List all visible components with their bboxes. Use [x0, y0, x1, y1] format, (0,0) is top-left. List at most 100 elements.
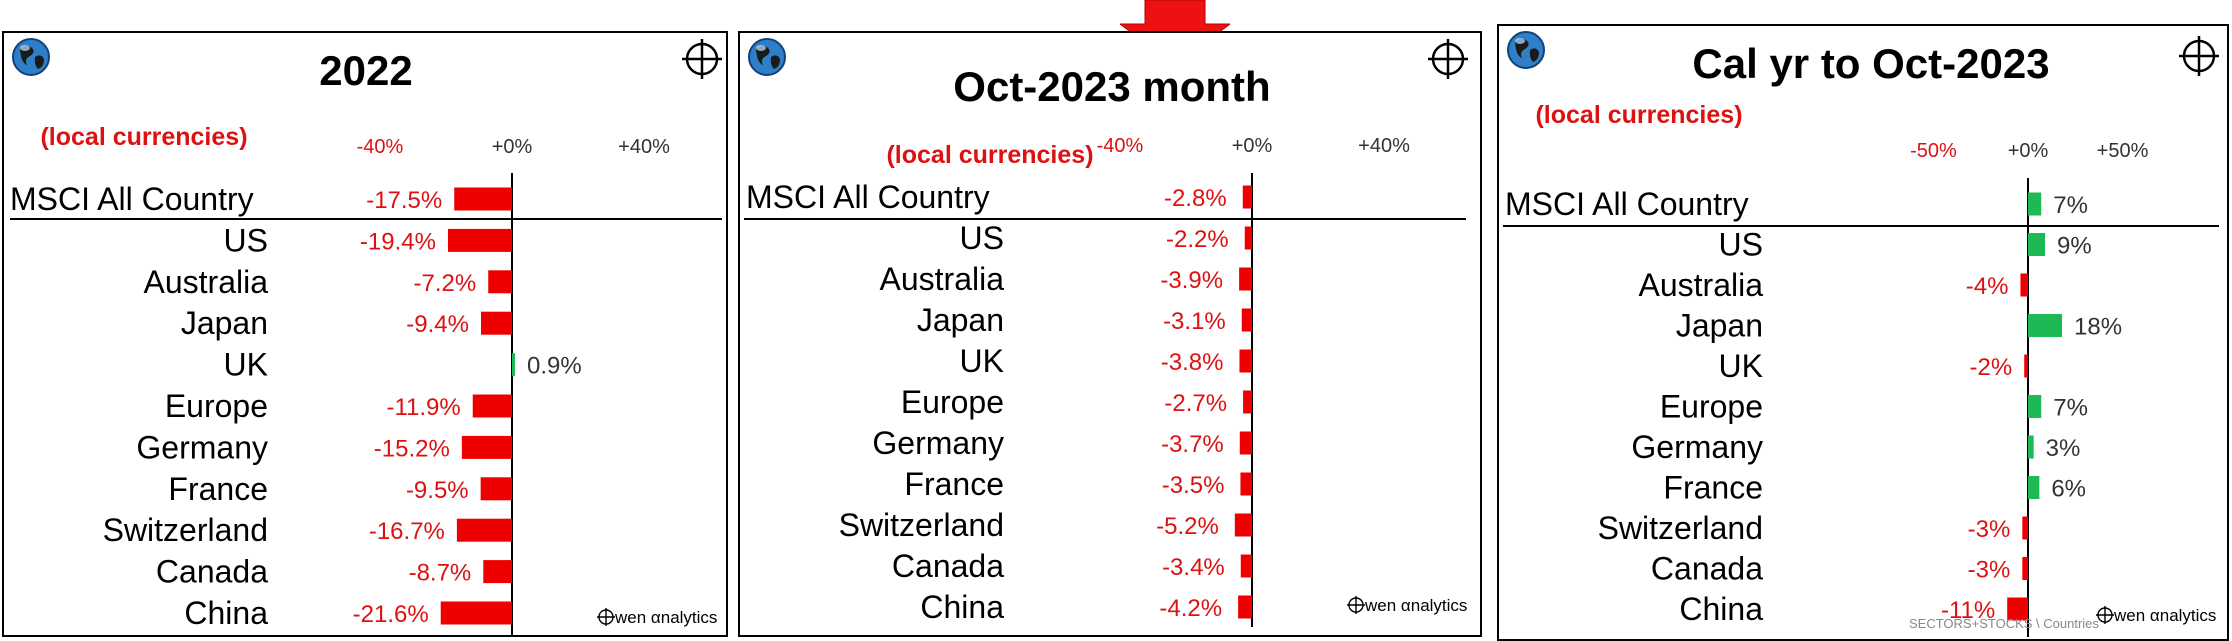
category-label: Europe	[901, 384, 1004, 420]
brand-label: wen αnalytics	[614, 608, 717, 627]
value-label: 0.9%	[527, 353, 582, 380]
bar	[461, 435, 512, 459]
value-label: -3.5%	[1162, 472, 1225, 499]
chart-svg: Cal yr to Oct-2023 (local currencies) -50%…	[1503, 31, 2219, 637]
value-label: -19.4%	[360, 228, 436, 255]
chart-panel-oct-2023-month: Oct-2023 month (local currencies) -40% +0% +…	[738, 31, 1482, 637]
bar	[480, 477, 512, 501]
value-label: 7%	[2053, 395, 2088, 422]
category-label: UK	[960, 343, 1004, 379]
category-label: Switzerland	[839, 507, 1004, 543]
category-label: Japan	[917, 302, 1004, 338]
category-label: Japan	[181, 305, 268, 341]
category-label: Germany	[1631, 429, 1763, 465]
tick-label: +0%	[1232, 135, 1273, 157]
value-label: 3%	[2046, 435, 2081, 462]
chart-subtitle: (local currencies)	[1535, 101, 1742, 129]
value-label: -3.4%	[1162, 554, 1225, 581]
category-label: US	[960, 220, 1004, 256]
category-label: Canada	[892, 548, 1004, 584]
value-label: 6%	[2051, 476, 2086, 503]
category-label: UK	[224, 347, 268, 383]
bar	[1240, 554, 1252, 578]
value-label: -5.2%	[1156, 513, 1219, 540]
category-label: Canada	[1651, 551, 1763, 587]
tick-label: -40%	[1097, 135, 1144, 157]
bar	[2022, 557, 2028, 580]
value-label: -2.2%	[1166, 226, 1229, 253]
chart-panel-2022: 2022 (local currencies) -40% +0% +40% MSCI Al…	[2, 31, 728, 637]
bar	[2028, 314, 2063, 337]
value-label: -7.2%	[414, 270, 477, 297]
value-label: -16.7%	[369, 518, 445, 545]
chart-title: Cal yr to Oct-2023	[1692, 40, 2049, 87]
value-label: -3%	[1968, 557, 2011, 584]
category-label: MSCI All Country	[1505, 186, 1749, 222]
crosshair-icon	[2179, 36, 2219, 76]
brand-label: wen αnalytics	[2113, 606, 2216, 625]
value-label: -11%	[1941, 597, 1995, 624]
category-label: Canada	[156, 554, 268, 590]
category-label: UK	[1719, 348, 1763, 384]
tick-label: +40%	[1358, 135, 1410, 157]
bar	[1242, 185, 1252, 209]
category-label: US	[224, 222, 268, 258]
brand-logo: wen αnalytics	[597, 608, 717, 627]
value-label: -3.8%	[1161, 349, 1224, 376]
bar	[1240, 472, 1252, 496]
value-label: -3%	[1968, 516, 2011, 543]
chart-panel-cal-yr-to-oct-2023: Cal yr to Oct-2023 (local currencies) -50%…	[1497, 24, 2229, 641]
bar	[472, 394, 512, 418]
bar	[483, 560, 512, 584]
chart-title: 2022	[319, 47, 412, 94]
value-label: -9.4%	[406, 311, 469, 338]
value-label: -2.8%	[1164, 185, 1227, 212]
brand-logo: wen αnalytics	[2096, 606, 2216, 625]
footer-path: SECTORS+STOCKS \ Countries	[1909, 616, 2099, 631]
bar	[1241, 308, 1252, 332]
category-label: China	[1679, 591, 1763, 627]
value-label: -3.7%	[1161, 431, 1224, 458]
tick-label: -40%	[357, 136, 404, 158]
globe-icon	[1507, 31, 1545, 69]
value-label: 7%	[2053, 192, 2088, 219]
bar	[440, 601, 512, 625]
value-label: -4%	[1966, 273, 2009, 300]
value-label: -11.9%	[386, 394, 460, 421]
bar	[1238, 595, 1252, 619]
category-label: Europe	[165, 388, 268, 424]
value-label: -8.7%	[409, 560, 472, 587]
value-label: -21.6%	[353, 601, 429, 628]
tick-label: -50%	[1910, 140, 1957, 162]
chart-svg: Oct-2023 month (local currencies) -40% +0% +…	[744, 38, 1468, 627]
value-label: -15.2%	[374, 435, 450, 462]
tick-label: +50%	[2097, 140, 2149, 162]
globe-icon	[748, 38, 786, 76]
brand-label: wen αnalytics	[1364, 596, 1467, 615]
bar	[1239, 267, 1252, 291]
category-label: US	[1719, 227, 1763, 263]
value-label: -3.1%	[1163, 308, 1226, 335]
bar	[488, 270, 512, 294]
category-label: France	[904, 466, 1004, 502]
globe-icon	[12, 38, 50, 76]
value-label: -3.9%	[1160, 267, 1223, 294]
crosshair-icon	[1428, 39, 1468, 79]
bar	[1244, 226, 1252, 250]
category-label: France	[168, 471, 268, 507]
bar	[456, 518, 512, 542]
chart-subtitle: (local currencies)	[40, 123, 247, 151]
bar	[2028, 233, 2046, 256]
value-label: -4.2%	[1159, 595, 1222, 622]
category-label: China	[184, 595, 268, 631]
category-label: Australia	[144, 264, 269, 300]
tick-label: +40%	[618, 136, 670, 158]
chart-subtitle: (local currencies)	[886, 141, 1093, 169]
bar	[2028, 435, 2034, 459]
bar	[454, 187, 512, 211]
bar	[2028, 476, 2040, 499]
tick-label: +0%	[492, 136, 533, 158]
category-label: Australia	[1639, 267, 1764, 303]
category-label: Germany	[136, 429, 268, 465]
category-label: France	[1663, 470, 1763, 506]
